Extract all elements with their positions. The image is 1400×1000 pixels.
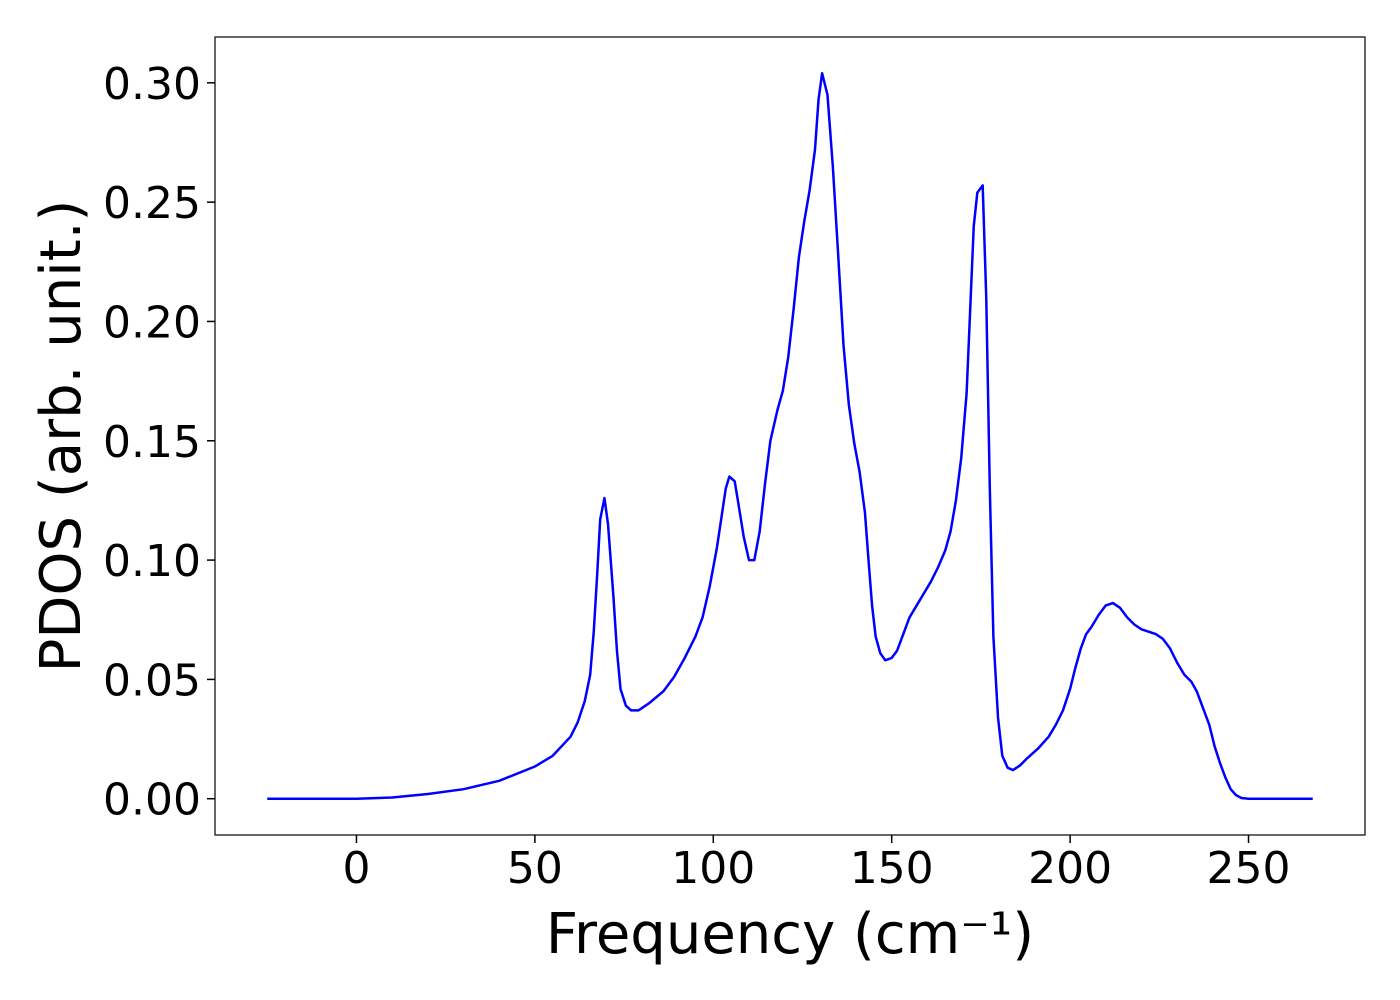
y-tick-label: 0.15 <box>103 417 201 468</box>
x-axis-label: Frequency (cm⁻¹) <box>546 902 1034 967</box>
y-tick-label: 0.30 <box>103 59 201 110</box>
y-axis-label: PDOS (arb. unit.) <box>29 200 94 673</box>
y-tick-label: 0.10 <box>103 536 201 587</box>
plot-frame <box>214 36 1366 836</box>
x-tick-label: 50 <box>507 843 563 894</box>
x-tick-label: 0 <box>342 843 370 894</box>
x-tick-label: 250 <box>1207 843 1291 894</box>
y-tick-label: 0.25 <box>103 178 201 229</box>
y-tick-label: 0.00 <box>103 775 201 826</box>
y-tick-label: 0.05 <box>103 655 201 706</box>
pdos-line <box>267 72 1313 800</box>
x-tick-label: 200 <box>1028 843 1112 894</box>
x-tick-label: 100 <box>671 843 755 894</box>
x-tick-label: 150 <box>850 843 934 894</box>
y-tick-label: 0.20 <box>103 297 201 348</box>
